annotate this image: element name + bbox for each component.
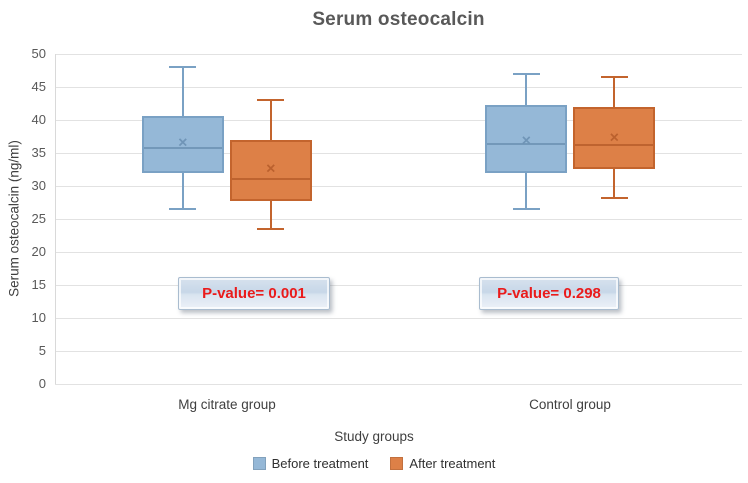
whisker-line-lower bbox=[525, 172, 528, 210]
legend-label-before-treatment: Before treatment bbox=[271, 456, 369, 471]
y-tick-label: 20 bbox=[31, 244, 46, 259]
whisker-line-upper bbox=[525, 73, 528, 106]
pvalue-annotation-control: P-value= 0.298 bbox=[479, 277, 619, 310]
pvalue-annotation-mg-citrate: P-value= 0.001 bbox=[178, 277, 330, 310]
whisker-cap-max bbox=[169, 66, 197, 69]
mean-marker: × bbox=[609, 129, 619, 147]
legend-item-after-treatment: After treatment bbox=[390, 456, 495, 471]
whisker-cap-min bbox=[257, 227, 285, 230]
gridline bbox=[55, 350, 742, 352]
whisker-line-lower bbox=[613, 168, 616, 198]
whisker-cap-max bbox=[512, 72, 540, 75]
median-line bbox=[575, 144, 654, 147]
gridline bbox=[55, 251, 742, 253]
y-axis-line bbox=[55, 54, 56, 384]
gridline bbox=[55, 53, 742, 55]
box-before-1 bbox=[485, 105, 568, 173]
box-before-0 bbox=[141, 116, 224, 174]
whisker-line-upper bbox=[269, 100, 272, 140]
mean-marker: × bbox=[266, 160, 276, 178]
mean-marker: × bbox=[178, 134, 188, 152]
y-tick-label: 5 bbox=[38, 343, 46, 358]
median-line bbox=[487, 143, 566, 146]
y-tick-label: 50 bbox=[31, 46, 46, 61]
whisker-cap-max bbox=[257, 99, 285, 102]
mean-marker: × bbox=[521, 132, 531, 150]
y-tick-label: 15 bbox=[31, 277, 46, 292]
y-tick-label: 40 bbox=[31, 112, 46, 127]
whisker-line-upper bbox=[181, 67, 184, 117]
whisker-cap-max bbox=[600, 76, 628, 79]
whisker-cap-min bbox=[600, 196, 628, 199]
y-tick-label: 0 bbox=[38, 376, 46, 391]
whisker-line-lower bbox=[181, 173, 184, 210]
x-axis-title: Study groups bbox=[334, 429, 414, 444]
y-tick-label: 10 bbox=[31, 310, 46, 325]
whisker-line-upper bbox=[613, 77, 616, 108]
gridline bbox=[55, 86, 742, 88]
y-tick-label: 25 bbox=[31, 211, 46, 226]
median-line bbox=[231, 178, 310, 181]
legend-swatch-before-icon bbox=[252, 457, 266, 470]
box-after-0 bbox=[229, 139, 312, 201]
legend-label-after-treatment: After treatment bbox=[409, 456, 496, 471]
chart-title: Serum osteocalcin bbox=[312, 9, 485, 30]
y-tick-label: 35 bbox=[31, 145, 46, 160]
gridline bbox=[55, 185, 742, 187]
gridline bbox=[55, 317, 742, 319]
gridline bbox=[55, 152, 742, 154]
legend-swatch-after-icon bbox=[390, 457, 404, 470]
gridline bbox=[55, 119, 742, 121]
whisker-cap-min bbox=[512, 208, 540, 211]
median-line bbox=[143, 146, 222, 149]
y-tick-label: 45 bbox=[31, 79, 46, 94]
legend-item-before-treatment: Before treatment bbox=[252, 456, 369, 471]
box-after-1 bbox=[573, 107, 656, 169]
category-label-control: Control group bbox=[529, 397, 611, 412]
gridline bbox=[55, 383, 742, 385]
category-label-mg-citrate: Mg citrate group bbox=[178, 397, 276, 412]
legend: Before treatment After treatment bbox=[0, 456, 748, 471]
whisker-line-lower bbox=[269, 200, 272, 229]
whisker-cap-min bbox=[169, 208, 197, 211]
gridline bbox=[55, 284, 742, 286]
gridline bbox=[55, 218, 742, 220]
y-tick-label: 30 bbox=[31, 178, 46, 193]
